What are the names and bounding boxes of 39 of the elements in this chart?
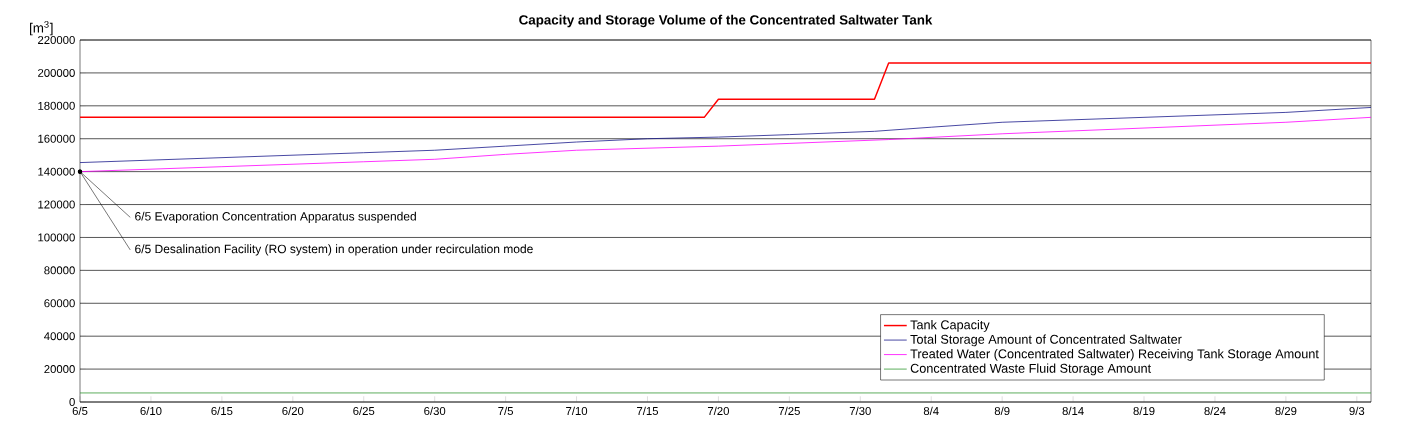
y-tick-label: 100000 <box>38 233 75 242</box>
x-tick-label: 6/10 <box>140 406 162 416</box>
x-tick-label: 6/30 <box>424 406 446 416</box>
y-tick-label: 140000 <box>38 167 75 176</box>
x-tick-label: 7/30 <box>849 406 871 416</box>
y-tick-label: 180000 <box>38 101 75 110</box>
y-tick-label: 120000 <box>38 200 75 209</box>
annotation: 6/5 Desalination Facility (RO system) in operation under recirculation mode <box>135 244 533 256</box>
legend-label: Total Storage Amount of Concentrated Saltwater <box>910 334 1182 347</box>
y-axis-title: [m$^{3}$] <box>30 21 53 36</box>
y-tick-label: 220000 <box>38 36 75 45</box>
x-tick-label: 7/5 <box>498 406 514 416</box>
legend-label: Concentrated Waste Fluid Storage Amount <box>910 363 1152 376</box>
y-tick-label: 20000 <box>44 365 75 374</box>
x-tick-label: 8/29 <box>1275 406 1297 416</box>
x-tick-label: 6/25 <box>353 406 375 416</box>
x-tick-label: 6/15 <box>211 406 233 416</box>
y-tick-label: 80000 <box>44 266 75 275</box>
x-tick-label: 8/19 <box>1133 406 1155 416</box>
x-tick-label: 7/20 <box>707 406 729 416</box>
y-tick-label: 60000 <box>44 299 75 308</box>
y-tick-label: 40000 <box>44 332 75 341</box>
x-tick-label: 7/10 <box>566 406 588 416</box>
x-tick-label: 7/25 <box>778 406 800 416</box>
x-tick-label: 6/20 <box>282 406 304 416</box>
legend-label: Tank Capacity <box>910 319 990 332</box>
x-tick-label: 8/9 <box>994 406 1010 416</box>
legend-label: Treated Water (Concentrated Saltwater) Receiving Tank Storage Amount <box>910 348 1319 361</box>
chart-title: Capacity and Storage Volume of the Concentrated Saltwater Tank <box>519 14 933 28</box>
y-tick-label: 0 <box>69 398 75 406</box>
annotation: 6/5 Evaporation Concentration Apparatus suspended <box>135 211 416 223</box>
x-tick-label: 8/14 <box>1062 406 1084 416</box>
x-tick-label: 7/15 <box>637 406 659 416</box>
x-tick-label: 9/3 <box>1349 406 1365 416</box>
x-tick-label: 6/5 <box>72 406 88 416</box>
x-tick-label: 8/24 <box>1204 406 1226 416</box>
y-tick-label: 160000 <box>38 134 75 143</box>
y-tick-label: 200000 <box>38 68 75 77</box>
x-tick-label: 8/4 <box>923 406 939 416</box>
